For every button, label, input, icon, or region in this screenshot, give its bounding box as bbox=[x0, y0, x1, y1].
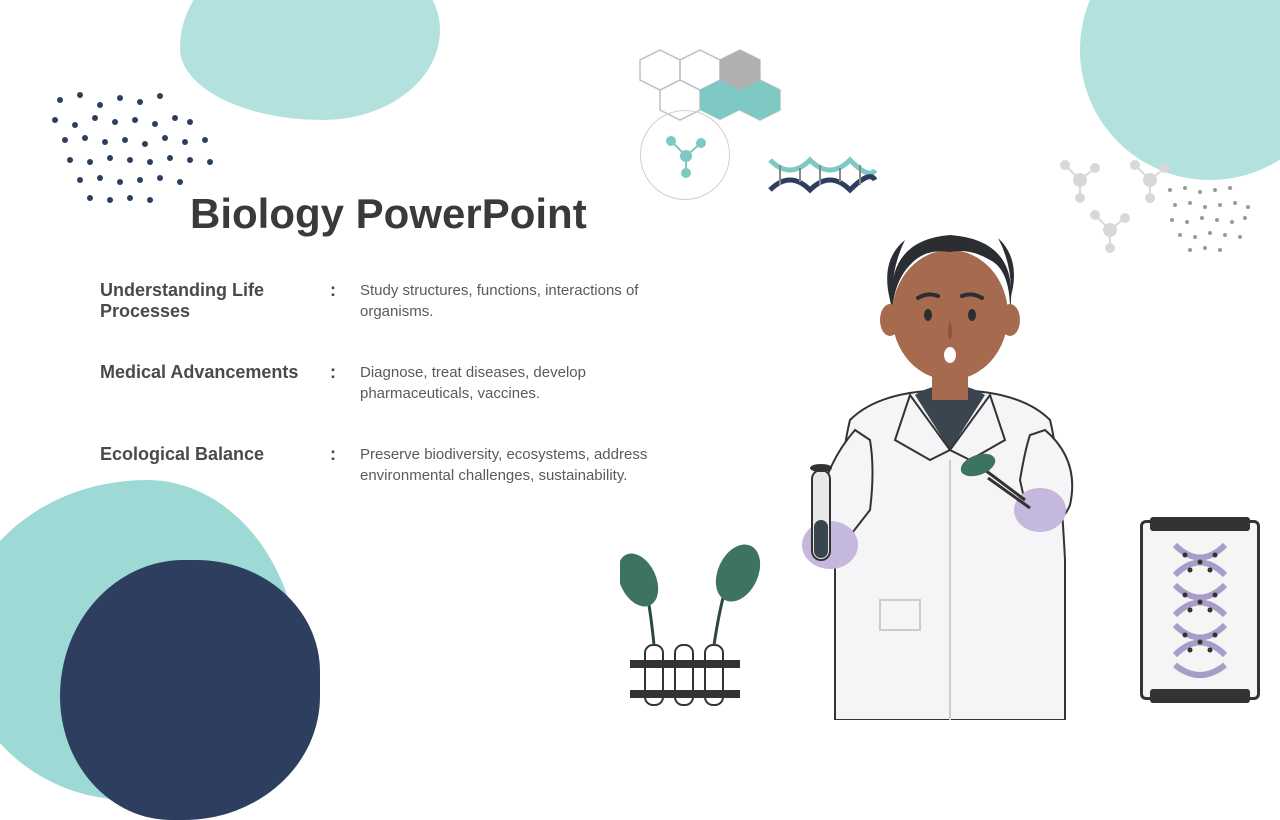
row-heading: Medical Advancements bbox=[100, 362, 330, 383]
row-heading: Ecological Balance bbox=[100, 444, 330, 465]
content-row: Ecological Balance : Preserve biodiversi… bbox=[100, 444, 680, 486]
content-row: Medical Advancements : Diagnose, treat d… bbox=[100, 362, 680, 404]
row-description: Preserve biodiversity, ecosystems, addre… bbox=[350, 444, 680, 486]
row-colon: : bbox=[330, 444, 350, 465]
row-heading: Understanding Life Processes bbox=[100, 280, 330, 322]
content-list: Understanding Life Processes : Study str… bbox=[100, 280, 680, 526]
slide-title: Biology PowerPoint bbox=[190, 190, 587, 238]
row-description: Study structures, functions, interaction… bbox=[350, 280, 680, 322]
plants-rack-illustration bbox=[620, 535, 780, 720]
dna-jar-illustration bbox=[1140, 520, 1260, 700]
row-colon: : bbox=[330, 280, 350, 301]
row-description: Diagnose, treat diseases, develop pharma… bbox=[350, 362, 680, 404]
content-row: Understanding Life Processes : Study str… bbox=[100, 280, 680, 322]
molecule-circle-icon bbox=[640, 110, 730, 200]
blob-bottom-navy bbox=[60, 560, 320, 820]
row-colon: : bbox=[330, 362, 350, 383]
scientist-illustration bbox=[760, 160, 1140, 720]
